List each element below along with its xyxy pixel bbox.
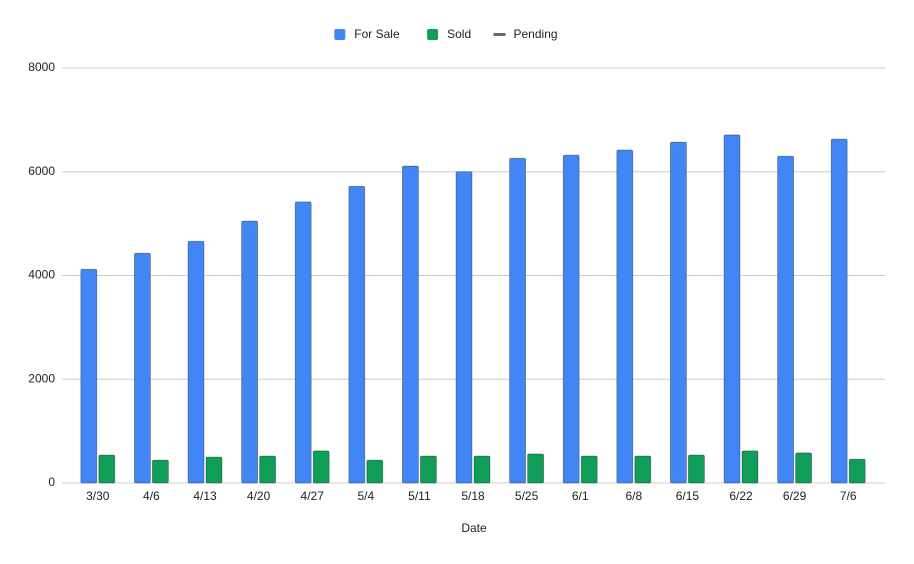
x-tick-label: 6/29 xyxy=(783,489,807,503)
bar xyxy=(473,455,491,484)
bar xyxy=(312,450,330,484)
bar xyxy=(419,455,437,484)
x-tick-label: 4/20 xyxy=(247,489,271,503)
bar xyxy=(562,154,580,484)
x-tick-label: 5/4 xyxy=(357,489,374,503)
bar xyxy=(580,455,598,484)
y-tick-label: 2000 xyxy=(28,371,55,385)
legend-label: For Sale xyxy=(354,27,400,41)
x-tick-label: 5/18 xyxy=(461,489,485,503)
x-tick-label: 6/8 xyxy=(625,489,642,503)
bar xyxy=(777,155,794,484)
legend-swatch xyxy=(334,29,346,40)
x-tick-label: 5/11 xyxy=(408,489,431,503)
bar xyxy=(187,240,205,484)
bar xyxy=(80,268,98,484)
bar xyxy=(670,141,687,484)
bar xyxy=(527,453,544,484)
bar xyxy=(241,220,259,484)
bar xyxy=(848,458,866,484)
x-tick-label: 5/25 xyxy=(515,489,539,503)
y-tick-label: 4000 xyxy=(28,268,55,282)
bar xyxy=(133,252,151,484)
bar xyxy=(723,134,741,484)
bar xyxy=(151,459,169,484)
bar xyxy=(616,149,634,484)
x-tick-label: 6/1 xyxy=(572,489,589,503)
bar xyxy=(688,454,705,484)
x-tick-label: 6/15 xyxy=(676,489,700,503)
bar xyxy=(741,450,759,484)
bar xyxy=(455,171,473,484)
x-tick-label: 6/22 xyxy=(729,489,753,503)
legend-label: Pending xyxy=(514,27,558,41)
bar xyxy=(401,165,419,484)
y-tick-label: 0 xyxy=(48,475,55,489)
bar xyxy=(98,454,116,484)
x-tick-label: 3/30 xyxy=(86,489,110,503)
y-tick-label: 8000 xyxy=(28,60,55,74)
bar xyxy=(830,138,848,484)
y-tick-label: 6000 xyxy=(28,164,55,178)
x-axis-label: Date xyxy=(461,521,487,535)
bar xyxy=(634,455,652,484)
bar xyxy=(509,157,527,484)
legend-swatch xyxy=(493,33,506,36)
x-tick-label: 4/13 xyxy=(193,489,217,503)
bar xyxy=(205,456,223,484)
bar xyxy=(366,459,384,484)
legend-swatch xyxy=(427,29,439,40)
bar xyxy=(294,201,312,484)
bar xyxy=(795,452,812,484)
x-tick-label: 4/6 xyxy=(143,489,160,503)
x-tick-label: 4/27 xyxy=(301,489,325,503)
x-tick-label: 7/6 xyxy=(840,489,857,503)
bar xyxy=(259,455,277,484)
bar xyxy=(348,185,366,484)
legend-label: Sold xyxy=(447,27,471,41)
